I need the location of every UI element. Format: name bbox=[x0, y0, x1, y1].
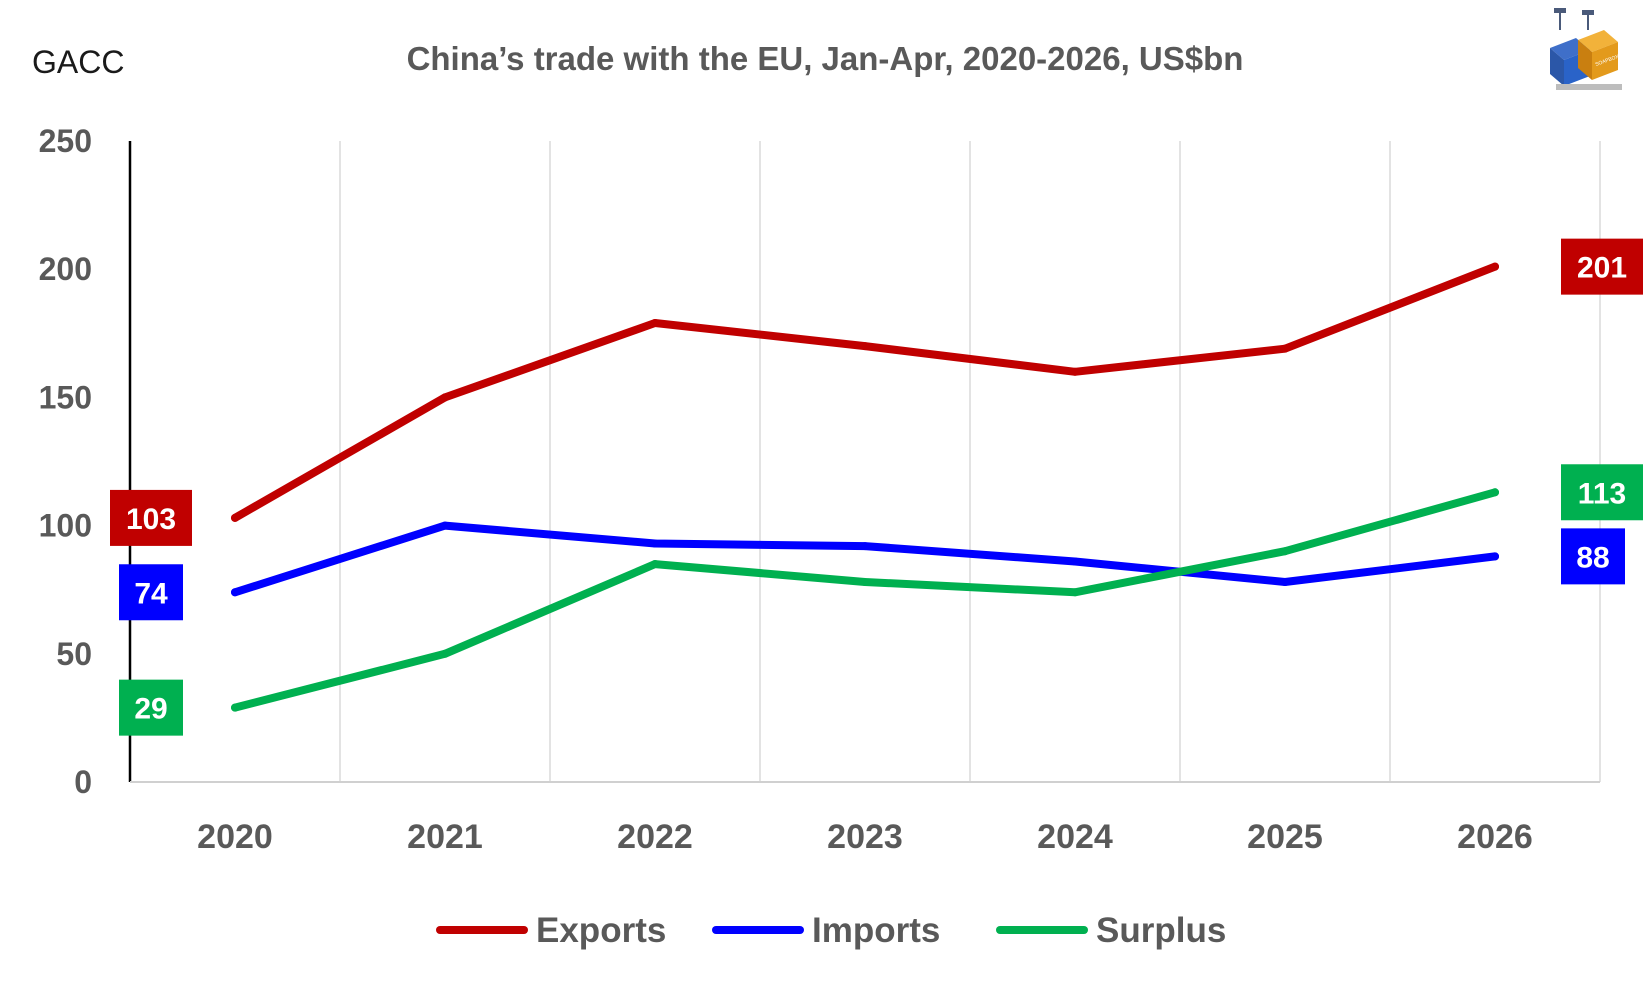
y-tick-label: 150 bbox=[39, 379, 92, 415]
x-tick-label: 2026 bbox=[1457, 818, 1533, 856]
data-label-text: 88 bbox=[1576, 541, 1609, 574]
chart-title: China’s trade with the EU, Jan-Apr, 2020… bbox=[406, 40, 1244, 77]
data-label-text: 103 bbox=[126, 503, 176, 536]
data-point-surplus bbox=[1071, 588, 1079, 597]
series-line-exports bbox=[231, 262, 1499, 522]
legend-item-exports: Exports bbox=[436, 911, 666, 950]
x-tick-label: 2020 bbox=[197, 818, 273, 856]
y-tick-label: 250 bbox=[39, 123, 92, 159]
data-label-text: 201 bbox=[1577, 252, 1627, 285]
x-tick-label: 2023 bbox=[827, 818, 903, 856]
legend-item-imports: Imports bbox=[712, 911, 940, 950]
grid bbox=[339, 141, 1601, 782]
data-point-imports bbox=[231, 588, 239, 597]
data-point-surplus bbox=[441, 649, 449, 658]
x-tick-label: 2025 bbox=[1247, 818, 1323, 856]
data-label-exports: 103 bbox=[110, 489, 192, 546]
source-label: GACC bbox=[32, 44, 125, 80]
data-label-imports: 88 bbox=[1561, 528, 1625, 585]
data-label-imports: 74 bbox=[119, 564, 183, 621]
data-label-exports: 201 bbox=[1561, 238, 1643, 295]
data-label-box bbox=[119, 564, 183, 621]
x-tick-label: 2024 bbox=[1037, 818, 1113, 856]
container-orange-icon bbox=[1578, 30, 1618, 80]
data-point-exports bbox=[441, 393, 449, 402]
data-label-text: 113 bbox=[1578, 477, 1626, 510]
soapbox-logo: SOAPBOX bbox=[1550, 8, 1622, 90]
data-point-surplus bbox=[1491, 488, 1499, 497]
data-point-imports bbox=[441, 521, 449, 530]
data-point-exports bbox=[1281, 344, 1289, 353]
data-point-imports bbox=[861, 542, 869, 551]
series bbox=[231, 262, 1499, 712]
legend-label: Imports bbox=[812, 911, 940, 950]
legend-label: Exports bbox=[536, 911, 666, 950]
data-label-surplus: 113 bbox=[1561, 464, 1643, 521]
data-point-exports bbox=[1071, 367, 1079, 376]
y-tick-label: 0 bbox=[74, 764, 92, 800]
data-labels: 103 201 74 88 29 113 bbox=[110, 238, 1643, 736]
data-point-exports bbox=[1491, 262, 1499, 271]
legend-label: Surplus bbox=[1096, 911, 1226, 950]
data-label-box bbox=[1561, 238, 1643, 295]
data-point-imports bbox=[1281, 578, 1289, 587]
data-point-exports bbox=[651, 319, 659, 328]
x-tick-label: 2021 bbox=[407, 818, 483, 856]
data-point-surplus bbox=[231, 703, 239, 712]
data-label-box bbox=[119, 679, 183, 736]
axes: 0 50 100 150 200 250 2020 2021 2022 2023 2024 2025 2… bbox=[39, 123, 1600, 856]
data-label-box bbox=[110, 489, 192, 546]
data-point-imports bbox=[1071, 557, 1079, 566]
data-point-surplus bbox=[861, 578, 869, 587]
x-tick-label: 2022 bbox=[617, 818, 693, 856]
series-line-surplus bbox=[231, 488, 1499, 712]
data-label-surplus: 29 bbox=[119, 679, 183, 736]
crane-icon bbox=[1554, 8, 1594, 30]
legend-item-surplus: Surplus bbox=[996, 911, 1226, 950]
data-point-imports bbox=[1491, 552, 1499, 561]
data-point-exports bbox=[231, 513, 239, 522]
legend: Exports Imports Surplus bbox=[436, 911, 1226, 950]
data-label-text: 74 bbox=[134, 577, 168, 610]
data-point-imports bbox=[651, 539, 659, 548]
data-label-box bbox=[1561, 464, 1643, 521]
y-tick-label: 200 bbox=[39, 251, 92, 287]
data-point-surplus bbox=[651, 560, 659, 569]
data-label-text: 29 bbox=[134, 693, 167, 726]
y-tick-label: 100 bbox=[39, 508, 92, 544]
data-label-box bbox=[1561, 528, 1625, 585]
data-point-exports bbox=[861, 342, 869, 351]
y-tick-label: 50 bbox=[56, 636, 92, 672]
data-point-surplus bbox=[1281, 547, 1289, 556]
